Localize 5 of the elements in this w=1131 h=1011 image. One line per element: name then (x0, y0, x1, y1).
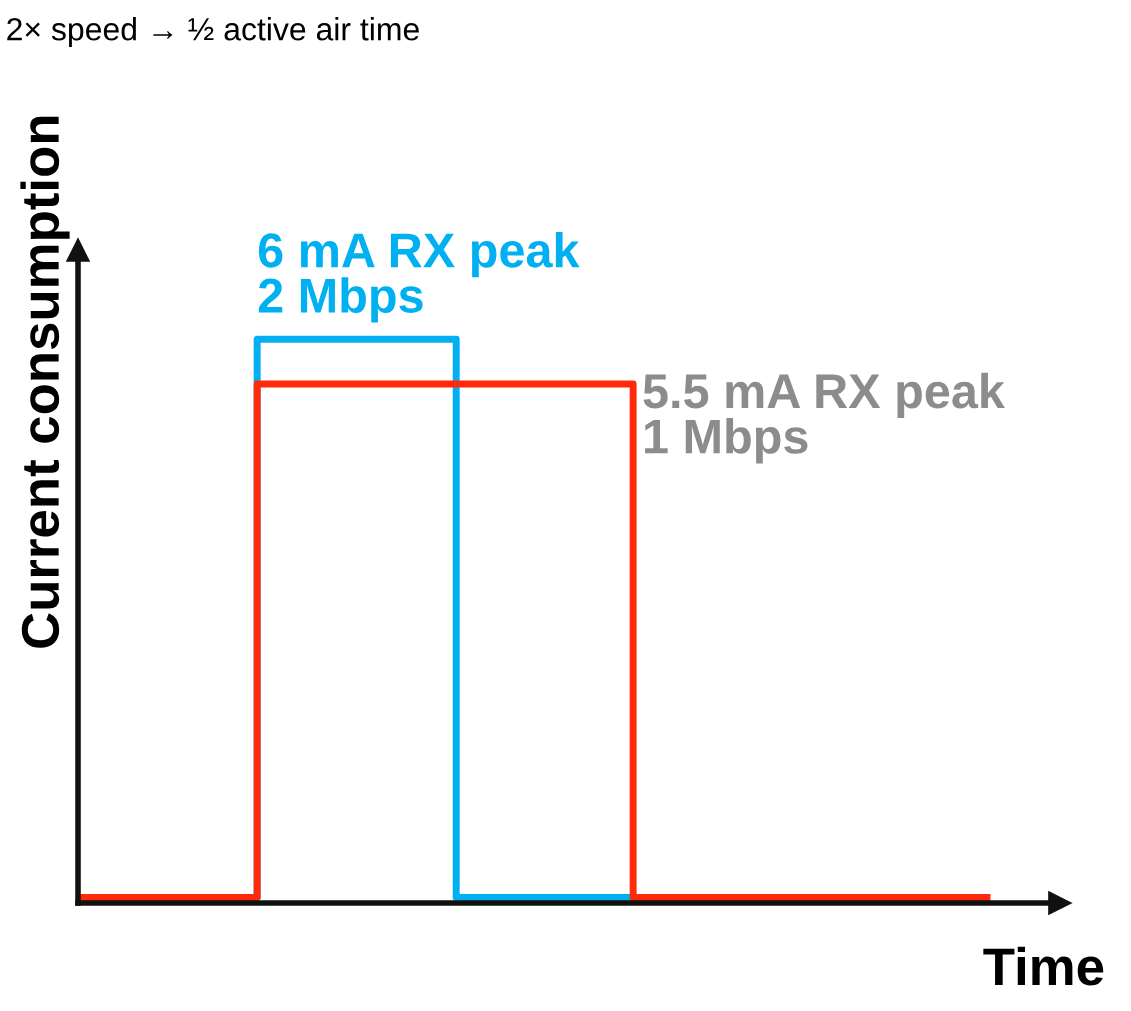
chart-title: 2× speed → ½ active air time (7, 17, 419, 47)
annotation: 5.5 mA RX peak 1 Mbps (643, 372, 1005, 464)
text: 6 mA RX peak 2 Mbps (258, 231, 580, 323)
y-axis-title: Current consumption (20, 116, 70, 648)
x-axis-title: Time (983, 946, 1104, 986)
